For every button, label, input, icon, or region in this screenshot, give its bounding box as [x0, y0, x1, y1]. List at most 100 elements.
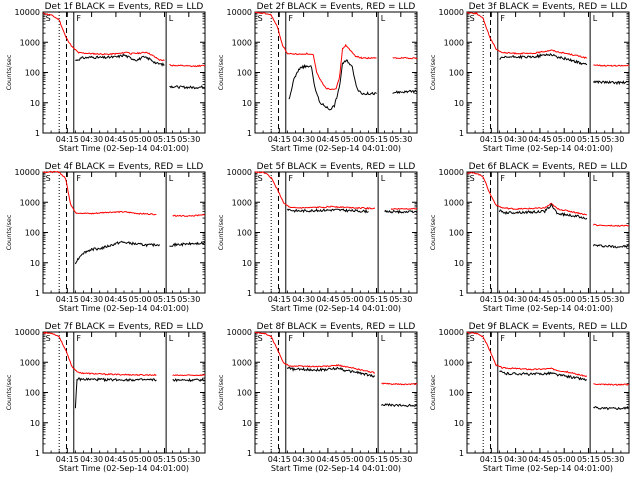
x-tick-label: 04:30	[80, 135, 103, 144]
x-axis-label: Start Time (02-Sep-14 04:01:00)	[483, 464, 613, 473]
x-tick-label: 05:30	[389, 295, 412, 304]
flag-label-s: S	[470, 14, 475, 23]
events-series-line	[169, 85, 206, 90]
y-tick-label: 1	[247, 449, 252, 458]
flag-label-f: F	[288, 14, 293, 23]
flag-label-l: L	[169, 334, 174, 343]
y-tick-label: 1000	[444, 198, 464, 207]
y-tick-label: 10000	[15, 8, 40, 17]
plot-frame	[466, 11, 630, 134]
panel-title: Det 3f BLACK = Events, RED = LLD	[469, 2, 628, 12]
y-tick-label: 10000	[439, 168, 464, 177]
lld-series-line	[392, 56, 418, 60]
y-tick-label: 10	[242, 99, 252, 108]
y-tick-label: 10	[454, 259, 464, 268]
plot-frame	[254, 331, 418, 454]
lld-series-line	[592, 223, 630, 227]
lld-series-line	[466, 171, 588, 216]
x-tick-label: 04:30	[504, 135, 527, 144]
events-series-line	[288, 59, 377, 111]
y-tick-label: 1000	[232, 38, 252, 47]
x-tick-label: 04:15	[56, 455, 79, 464]
flag-label-l: L	[593, 14, 598, 23]
y-tick-label: 1	[35, 449, 40, 458]
x-tick-label: 04:15	[480, 295, 503, 304]
y-tick-label: 100	[25, 229, 40, 238]
lld-series-line	[172, 374, 206, 377]
x-tick-label: 05:15	[577, 135, 600, 144]
y-tick-label: 10	[242, 259, 252, 268]
y-axis-label: Counts/sec	[5, 214, 13, 250]
y-tick-label: 10	[454, 419, 464, 428]
y-tick-label: 1000	[232, 198, 252, 207]
y-tick-label: 10	[30, 259, 40, 268]
detector-panel-2: Det 2f BLACK = Events, RED = LLD10000100…	[217, 2, 418, 153]
y-tick-label: 100	[237, 389, 252, 398]
events-series-line	[392, 89, 418, 94]
events-series-line	[75, 53, 165, 67]
x-tick-label: 04:45	[528, 295, 551, 304]
panel-title: Det 7f BLACK = Events, RED = LLD	[45, 322, 204, 332]
y-tick-label: 1	[459, 129, 464, 138]
y-tick-label: 10	[242, 419, 252, 428]
panel-title: Det 6f BLACK = Events, RED = LLD	[469, 162, 628, 172]
flag-label-s: S	[46, 334, 51, 343]
detector-panel-3: Det 3f BLACK = Events, RED = LLD10000100…	[429, 2, 630, 153]
flag-label-l: L	[169, 174, 174, 183]
flag-label-s: S	[46, 174, 51, 183]
x-tick-label: 05:30	[177, 135, 200, 144]
y-tick-label: 1000	[20, 358, 40, 367]
y-tick-label: 10000	[227, 8, 252, 17]
plot-frame	[254, 11, 418, 134]
flag-label-f: F	[500, 334, 505, 343]
flag-label-f: F	[76, 174, 81, 183]
x-tick-label: 05:30	[177, 295, 200, 304]
lld-series-line	[254, 171, 376, 210]
detector-panel-1: Det 1f BLACK = Events, RED = LLD10000100…	[5, 2, 206, 153]
events-series-line	[499, 52, 588, 66]
x-tick-label: 05:15	[365, 135, 388, 144]
lld-series-line	[172, 214, 206, 218]
x-tick-label: 04:15	[480, 135, 503, 144]
x-tick-label: 05:00	[129, 295, 152, 304]
panel-title: Det 8f BLACK = Events, RED = LLD	[257, 322, 416, 332]
x-tick-label: 05:30	[601, 295, 624, 304]
events-series-line	[286, 366, 376, 378]
x-tick-label: 05:15	[153, 135, 176, 144]
events-series-line	[381, 402, 417, 408]
x-tick-label: 04:30	[80, 455, 103, 464]
events-series-line	[169, 241, 206, 248]
y-axis-label: Counts/sec	[217, 374, 225, 410]
flag-label-s: S	[470, 334, 475, 343]
x-tick-label: 04:30	[80, 295, 103, 304]
x-tick-label: 04:15	[480, 455, 503, 464]
x-tick-label: 05:30	[389, 455, 412, 464]
x-tick-label: 04:30	[504, 455, 527, 464]
lld-series-line	[390, 207, 417, 210]
x-tick-label: 05:00	[129, 455, 152, 464]
plot-frame	[466, 171, 630, 294]
panel-title: Det 2f BLACK = Events, RED = LLD	[257, 2, 416, 12]
detector-panel-4: Det 4f BLACK = Events, RED = LLD10000100…	[5, 162, 206, 313]
lld-series-line	[254, 11, 377, 91]
x-tick-label: 05:00	[341, 135, 364, 144]
x-axis-label: Start Time (02-Sep-14 04:01:00)	[483, 144, 613, 153]
flag-label-s: S	[470, 174, 475, 183]
flag-label-s: S	[258, 14, 263, 23]
detector-panel-6: Det 6f BLACK = Events, RED = LLD10000100…	[429, 162, 630, 313]
plot-frame	[42, 171, 206, 294]
flag-label-f: F	[500, 14, 505, 23]
y-tick-label: 1000	[444, 358, 464, 367]
x-tick-label: 04:45	[528, 455, 551, 464]
lld-series-line	[254, 331, 376, 374]
y-tick-label: 1	[247, 289, 252, 298]
y-axis-label: Counts/sec	[217, 214, 225, 250]
events-series-line	[592, 244, 630, 249]
y-tick-label: 10	[454, 99, 464, 108]
x-tick-label: 05:30	[389, 135, 412, 144]
flag-label-l: L	[169, 14, 174, 23]
y-tick-label: 100	[449, 69, 464, 78]
x-tick-label: 04:45	[104, 455, 127, 464]
y-tick-label: 10000	[15, 328, 40, 337]
detector-panel-5: Det 5f BLACK = Events, RED = LLD10000100…	[217, 162, 418, 313]
